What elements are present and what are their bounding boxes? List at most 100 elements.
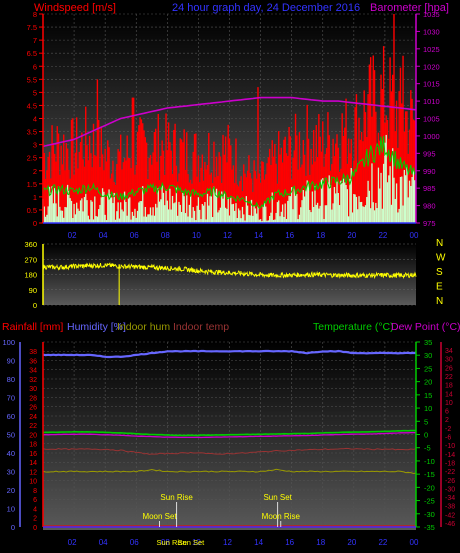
t-x-tick: 12: [223, 538, 232, 547]
baro-y-tick: 1000: [423, 132, 440, 141]
wind-x-tick: 06: [130, 231, 139, 240]
wind-x-tick: 14: [254, 231, 263, 240]
wind-y-tick: 5: [33, 88, 37, 97]
windspeed-header: Windspeed [m/s]: [34, 2, 116, 14]
rain-y-tick: 0: [33, 525, 37, 532]
wind-y-tick: 0.5: [27, 206, 37, 215]
baro-y-tick: 1020: [423, 62, 440, 71]
temp-y-tick: 5: [424, 417, 428, 426]
legend-indoor-temp: Indoor temp: [173, 321, 229, 333]
wind-series: [42, 14, 417, 223]
temp-y-tick: 15: [424, 391, 432, 400]
rain-y-tick: 2: [33, 516, 37, 523]
direction-series: [43, 262, 417, 305]
sun-moon-label: Moon Rise: [262, 512, 301, 521]
dew-y-tick: -38: [445, 504, 455, 511]
dew-y-tick: 26: [445, 365, 453, 372]
temp-y-tick: 25: [424, 364, 432, 373]
rain-y-tick: 26: [29, 405, 37, 412]
dew-y-tick: -26: [445, 478, 455, 485]
wind-y-tick: 3.5: [27, 128, 37, 137]
humidity-y-tick: 0: [11, 523, 15, 532]
dir-y-tick: 0: [33, 301, 37, 310]
wind-x-tick: 04: [99, 231, 108, 240]
dew-y-tick: -18: [445, 460, 455, 467]
legend-temperature: Temperature (°C): [313, 321, 394, 333]
t-x-tick: 00: [410, 538, 419, 547]
rain-y-tick: 36: [29, 358, 37, 365]
rain-y-tick: 6: [33, 497, 37, 504]
dew-y-tick: -42: [445, 512, 455, 519]
rain-y-tick: 22: [29, 423, 37, 430]
compass-label: N: [436, 238, 443, 249]
humidity-y-tick: 20: [7, 486, 15, 495]
rain-y-tick: 30: [29, 386, 37, 393]
temp-y-tick: 35: [424, 338, 432, 347]
baro-y-tick: 1015: [423, 80, 440, 89]
wind-x-tick: 00: [410, 231, 419, 240]
date-header: 24 hour graph day, 24 December 2016: [172, 2, 360, 14]
humidity-y-tick: 40: [7, 449, 15, 458]
wind-x-tick: 02: [68, 231, 77, 240]
wind-y-tick: 5.5: [27, 75, 37, 84]
dew-y-tick: 10: [445, 400, 453, 407]
barometer-header: Barometer [hpa]: [370, 2, 449, 14]
rain-y-tick: 18: [29, 442, 37, 449]
rain-y-tick: 34: [29, 368, 37, 375]
wind-y-tick: 0: [33, 219, 37, 228]
rain-y-tick: 32: [29, 377, 37, 384]
t-x-tick: 20: [347, 538, 356, 547]
temp-y-tick: -35: [424, 523, 435, 532]
wind-y-tick: 3: [33, 141, 37, 150]
temp-y-tick: 0: [424, 431, 428, 440]
humidity-y-tick: 10: [7, 505, 15, 514]
t-x-tick: 10: [192, 538, 201, 547]
t-x-tick: 22: [378, 538, 387, 547]
dew-y-tick: 6: [445, 409, 449, 416]
avg-wind-line: [42, 135, 417, 210]
rain-y-tick: 24: [29, 414, 37, 421]
legend-rainfall: Rainfall [mm]: [2, 321, 63, 333]
temp-y-tick: -30: [424, 510, 435, 519]
wind-y-tick: 7: [33, 36, 37, 45]
baro-y-tick: 1010: [423, 97, 440, 106]
wind-y-tick: 2: [33, 167, 37, 176]
dew-y-tick: 2: [445, 417, 449, 424]
dew-y-tick: -34: [445, 495, 455, 502]
rain-y-tick: 38: [29, 349, 37, 356]
dew-y-tick: -46: [445, 521, 455, 528]
baro-y-tick: 985: [423, 184, 436, 193]
wind-y-tick: 1.5: [27, 180, 37, 189]
temp-y-tick: -15: [424, 470, 435, 479]
sun-moon-label: Sun Rise: [160, 493, 193, 502]
temp-y-tick: 10: [424, 404, 432, 413]
compass-label: N: [436, 296, 443, 307]
humidity-y-tick: 30: [7, 468, 15, 477]
dew-y-tick: -10: [445, 443, 455, 450]
wind-y-tick: 4.5: [27, 101, 37, 110]
temperature-line: [42, 429, 416, 437]
rain-y-tick: 8: [33, 488, 37, 495]
wind-y-tick: 6: [33, 62, 37, 71]
humidity-line: [42, 349, 417, 359]
humidity-y-tick: 60: [7, 412, 15, 421]
rain-y-tick: 12: [29, 469, 37, 476]
legend-indoor-hum: Indoor hum: [117, 321, 170, 333]
t-x-tick: 18: [316, 538, 325, 547]
dir-y-tick: 270: [24, 255, 37, 264]
baro-y-tick: 1005: [423, 115, 440, 124]
humidity-y-tick: 100: [2, 338, 15, 347]
dir-y-tick: 180: [24, 271, 37, 280]
humidity-y-tick: 50: [7, 431, 15, 440]
sun-moon-label: Moon Set: [142, 512, 177, 521]
t-x-tick: 06: [130, 538, 139, 547]
dew-y-tick: -22: [445, 469, 455, 476]
compass-label: E: [436, 282, 443, 293]
legend-humidity: Humidity [%]: [67, 321, 126, 333]
temp-y-tick: 20: [424, 378, 432, 387]
humidity-y-tick: 90: [7, 357, 15, 366]
dew-y-tick: -6: [445, 435, 451, 442]
rain-y-tick: 4: [33, 506, 37, 513]
baro-y-tick: 980: [423, 202, 436, 211]
